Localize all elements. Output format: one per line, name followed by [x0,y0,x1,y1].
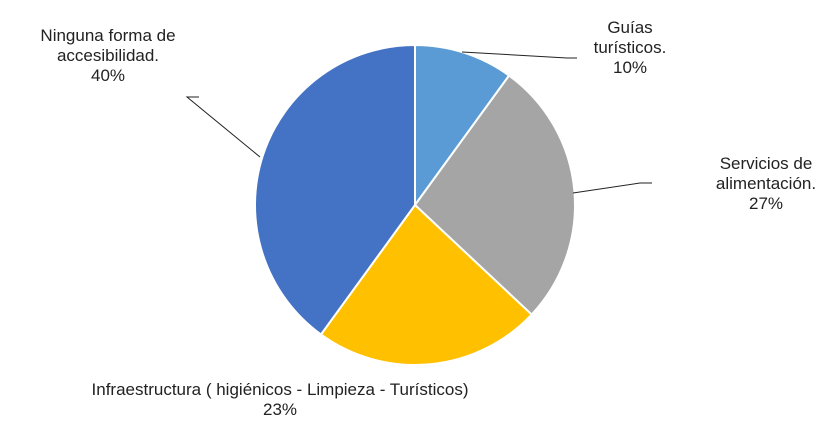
leader-line [572,182,652,194]
value-label: 10% [612,58,648,77]
value-label: 40% [90,66,126,85]
category-label: Ninguna forma de accesibilidad. [40,26,176,65]
data-label: Servicios de alimentación. 27% [694,154,838,214]
leader-line [185,96,261,158]
leader-line [461,51,577,59]
pie-slice [413,74,576,316]
category-label: Guías turísticos. [593,18,667,57]
value-label: 23% [262,400,298,419]
value-label: 27% [748,194,784,213]
data-label: Guías turísticos. 10% [578,18,682,78]
data-label: Ninguna forma de accesibilidad. 40% [40,26,176,86]
category-label: Infraestructura ( higiénicos - Limpieza … [91,380,469,399]
data-label: Infraestructura ( higiénicos - Limpieza … [60,380,500,420]
pie-slice [319,203,534,366]
pie-slice [254,43,416,336]
category-label: Servicios de alimentación. [715,154,817,193]
pie-slice [414,43,511,209]
